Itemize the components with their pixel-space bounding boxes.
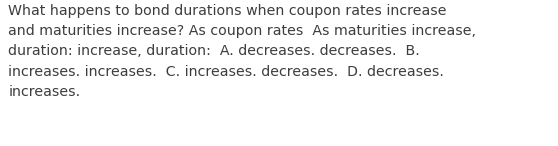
Text: What happens to bond durations when coupon rates increase
and maturities increas: What happens to bond durations when coup…: [8, 4, 477, 99]
